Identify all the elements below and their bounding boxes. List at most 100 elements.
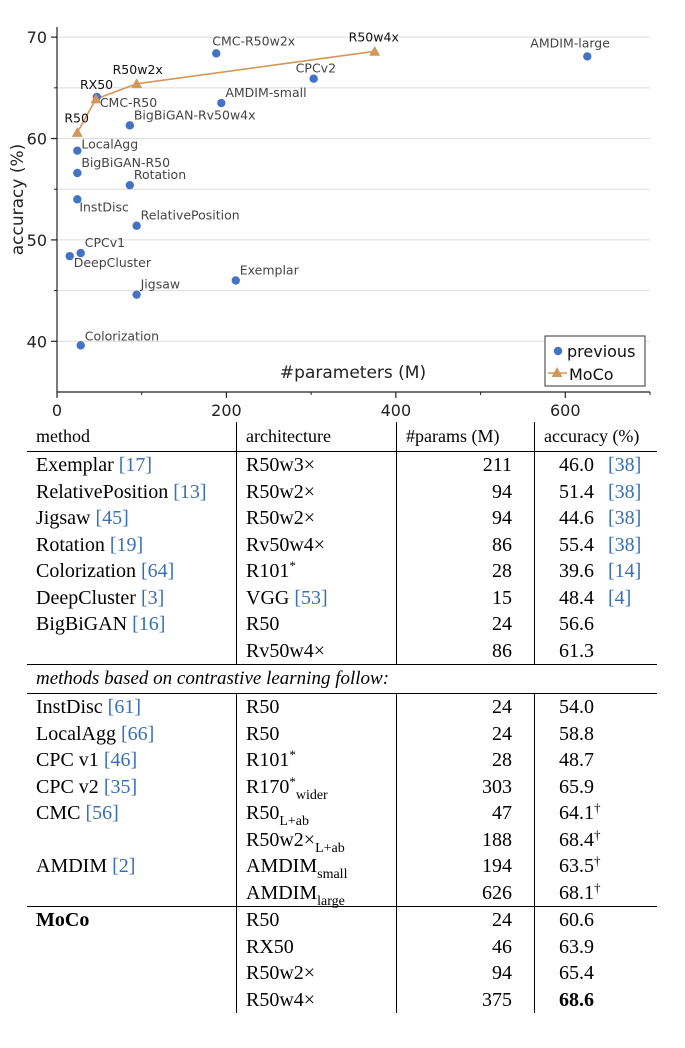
- cell-accuracy: 48.7: [534, 747, 657, 774]
- params-value: 211: [482, 454, 512, 476]
- cell-method: AMDIM [2]: [27, 853, 237, 880]
- params-value: 24: [492, 722, 512, 745]
- point-label: CMC-R50w2x: [212, 33, 295, 48]
- cell-accuracy: 61.3: [534, 637, 657, 665]
- architecture-name: VGG: [246, 586, 290, 609]
- params-value: 94: [492, 507, 512, 529]
- architecture-name: R101: [246, 749, 290, 771]
- chart-marks: Exemplar RelativePosition Jigsaw Rotation Co…: [64, 29, 610, 350]
- accuracy-value: 48.7: [559, 749, 594, 771]
- point-exemplar: [231, 276, 240, 285]
- architecture-name: R50: [246, 613, 280, 635]
- x-axis-label: #parameters (M): [280, 363, 426, 383]
- params-value: 15: [492, 586, 512, 609]
- params-value: 94: [492, 480, 512, 503]
- accuracy-value: 60.6: [559, 909, 594, 931]
- cell-params: 24: [396, 611, 535, 638]
- point-instdisc: [73, 195, 82, 204]
- citation: [64]: [140, 560, 175, 582]
- accuracy-value: 68.6: [559, 988, 594, 1011]
- accuracy-value: 63.5: [559, 855, 594, 877]
- cell-method: Colorization [64]: [27, 558, 237, 585]
- cell-method: Rotation [19]: [27, 532, 237, 559]
- method-name: BigBiGAN: [36, 613, 128, 635]
- method-name: DeepCluster: [36, 586, 136, 609]
- cell-method: CPC v1 [46]: [27, 747, 237, 774]
- table-row: RelativePosition [13] R50w2× 94 51.4 [38]: [27, 478, 657, 506]
- chart-axes: 40 50 60 70 0 200 400 600 #parameters (M) accurac…: [8, 27, 651, 420]
- table-row: R50w2×L+ab 188 68.4†: [27, 826, 657, 856]
- arch-subscript: L+ab: [315, 840, 345, 856]
- cell-architecture: R50w2×: [236, 478, 397, 505]
- cell-params: 24: [396, 906, 535, 934]
- header-method: method: [27, 422, 237, 452]
- arch-superscript: *: [289, 773, 296, 789]
- x-tick-label: 200: [211, 401, 242, 420]
- table-row: CMC [56] R50L+ab 47 64.1†: [27, 800, 657, 829]
- accuracy-value: 56.6: [559, 613, 594, 635]
- citation: [56]: [85, 802, 119, 824]
- point-cmc-r50w2x: [212, 49, 221, 58]
- point-label: DeepCluster: [74, 255, 152, 270]
- cell-method: RelativePosition [13]: [27, 479, 237, 506]
- cell-architecture: R50: [236, 720, 397, 747]
- cell-accuracy: 63.5†: [534, 853, 657, 880]
- cell-accuracy: 58.8: [534, 720, 657, 747]
- point-label: BigBiGAN-Rv50w4x: [134, 107, 256, 122]
- table-row: Jigsaw [45] R50w2× 94 44.6 [38]: [27, 505, 657, 532]
- params-value: 86: [492, 533, 512, 556]
- point-cpcv1: [76, 248, 85, 258]
- cell-architecture: R170*wider: [236, 773, 397, 802]
- table-row: Rotation [19] Rv50w4× 86 55.4 [38]: [27, 531, 657, 559]
- cell-params: 24: [396, 720, 535, 747]
- cell-accuracy: 68.4†: [534, 826, 657, 853]
- cell-params: 46: [396, 933, 535, 960]
- architecture-name: R50: [246, 722, 280, 745]
- citation: [14]: [608, 560, 642, 582]
- table-row: Colorization [64] R101* 28 39.6 [14]: [27, 558, 657, 585]
- params-value: 24: [492, 696, 512, 718]
- table-row: AMDIM [2] AMDIM small 194 63.5†: [27, 853, 657, 882]
- point-localagg: [73, 146, 82, 155]
- accuracy-superscript: †: [594, 879, 601, 895]
- x-tick-label: 400: [381, 401, 412, 420]
- cell-params: 86: [396, 637, 535, 665]
- method-name: InstDisc: [36, 696, 103, 718]
- y-axis-label: accuracy (%): [8, 144, 28, 256]
- point-label: CMC-R50: [100, 95, 157, 110]
- params-value: 94: [492, 962, 512, 984]
- method-name: CPC v2: [36, 775, 99, 798]
- arch-superscript: *: [289, 558, 296, 573]
- cell-params: 24: [396, 693, 535, 721]
- header-accuracy: accuracy (%): [534, 422, 657, 452]
- cell-accuracy: 60.6: [534, 906, 657, 934]
- params-value: 194: [482, 855, 512, 877]
- params-value: 24: [492, 613, 512, 635]
- architecture-name: R50w2×: [246, 828, 316, 851]
- cell-params: 28: [396, 558, 535, 585]
- architecture-name: R50w2×: [246, 962, 316, 984]
- architecture-name: R50: [246, 696, 280, 718]
- architecture-name: R50: [246, 802, 280, 824]
- point-deepcluster: [65, 251, 74, 261]
- point-relativeposition: [132, 221, 141, 230]
- cell-architecture: R50w2×: [236, 505, 397, 532]
- cell-architecture: R50w4×: [236, 986, 397, 1013]
- architecture-name: R50w4×: [246, 988, 316, 1011]
- legend-box: [544, 335, 646, 387]
- cell-method: BigBiGAN [16]: [27, 611, 237, 638]
- cell-architecture: R50w3×: [236, 451, 397, 479]
- point-bigbigan-rv50w4x: [125, 121, 135, 130]
- cell-params: 94: [396, 505, 535, 532]
- x-tick-label: 600: [550, 401, 581, 420]
- citation: [3]: [140, 586, 165, 609]
- cell-params: 303: [396, 773, 535, 800]
- point-label: BigBiGAN-R50: [81, 155, 170, 170]
- arch-subscript: small: [317, 867, 348, 882]
- method-name: CPC v1: [36, 749, 99, 771]
- table-row: DeepCluster [3] VGG [53] 15 48.4 [4]: [27, 584, 657, 611]
- cell-method: MoCo: [27, 906, 237, 934]
- table-body: Exemplar [17] R50w3× 211 46.0 [38] RelativePo…: [27, 451, 657, 1013]
- method-name: AMDIM: [36, 855, 108, 877]
- moco-line: [76, 50, 375, 133]
